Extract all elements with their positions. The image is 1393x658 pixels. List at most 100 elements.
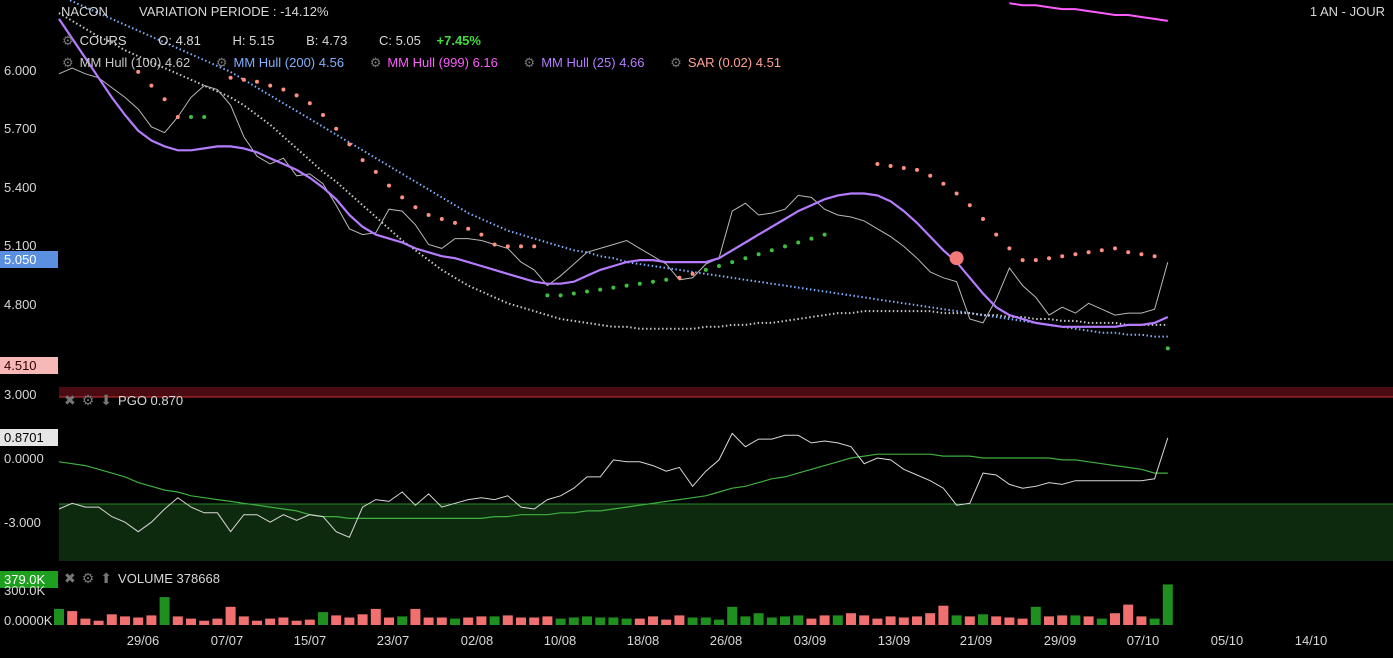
sar-point xyxy=(136,69,141,74)
open-label: O: xyxy=(158,33,172,48)
volume-bar xyxy=(727,606,738,625)
x-tick: 15/07 xyxy=(293,633,327,648)
volume-bar xyxy=(397,616,408,625)
arrow-up-icon[interactable]: ⬆ xyxy=(100,570,113,586)
volume-bar xyxy=(410,608,421,625)
x-tick: 29/06 xyxy=(126,633,160,648)
volume-panel xyxy=(54,584,1173,625)
pgo-legend: ✖ ⚙ ⬇ PGO 0.870 xyxy=(64,392,183,409)
volume-legend: ✖ ⚙ ⬆ VOLUME 378668 xyxy=(64,570,220,587)
x-tick: 07/10 xyxy=(1126,633,1160,648)
volume-bar xyxy=(898,617,909,625)
arrow-down-icon[interactable]: ⬇ xyxy=(100,392,113,408)
gear-icon[interactable]: ⚙ xyxy=(670,55,682,70)
volume-bar xyxy=(846,613,856,625)
sar-point xyxy=(809,236,814,241)
x-tick: 21/09 xyxy=(959,633,993,648)
sar-point xyxy=(981,217,985,221)
sar-point xyxy=(1113,246,1117,251)
volume-bar xyxy=(199,620,210,625)
gear-icon[interactable]: ⚙ xyxy=(62,33,74,48)
sar-point xyxy=(783,244,787,249)
volume-bar xyxy=(1096,618,1107,625)
volume-bar xyxy=(1083,616,1094,625)
sar-point xyxy=(294,93,299,98)
sar-point xyxy=(241,77,246,82)
sar-point xyxy=(769,248,774,253)
sar-point xyxy=(558,293,563,298)
low-value: 4.73 xyxy=(322,33,348,48)
volume-bar xyxy=(252,620,262,625)
volume-tick: 300.0K xyxy=(4,583,46,598)
sar-point xyxy=(822,232,827,237)
volume-bar xyxy=(463,617,474,625)
volume-bar xyxy=(357,614,368,625)
sar-point xyxy=(967,203,972,208)
volume-bar xyxy=(687,617,698,625)
x-tick: 18/08 xyxy=(626,633,660,648)
sar-point xyxy=(162,97,167,102)
sar-point xyxy=(677,275,682,280)
sar-point xyxy=(611,285,616,290)
indicator-sar[interactable]: ⚙ SAR (0.02) 4.51 xyxy=(670,55,781,70)
indicator-value: 4.62 xyxy=(164,55,191,70)
sar-point xyxy=(228,75,233,80)
sar-point xyxy=(175,115,180,119)
gear-icon[interactable]: ⚙ xyxy=(523,55,536,70)
gear-icon[interactable]: ⚙ xyxy=(81,570,95,586)
volume-bar xyxy=(1004,617,1015,625)
volume-bar xyxy=(133,617,144,625)
volume-bar xyxy=(1057,615,1068,625)
sar-point xyxy=(426,213,431,217)
volume-bar xyxy=(370,608,381,625)
sar-point xyxy=(1152,254,1157,259)
change-value: +7.45% xyxy=(436,33,481,48)
current-price-badge: 5.050 xyxy=(0,251,58,268)
volume-bar xyxy=(106,614,117,625)
high-label: H: xyxy=(232,33,246,48)
close-label: C: xyxy=(378,33,392,48)
indicator-legend: ⚙ MM Hull (100) 4.62 ⚙ MM Hull (200) 4.56 … xyxy=(62,55,781,71)
sar-point xyxy=(360,158,365,163)
sar-point xyxy=(651,279,655,284)
gear-icon[interactable]: ⚙ xyxy=(369,55,382,70)
volume-bar xyxy=(753,613,764,625)
volume-bar xyxy=(384,617,394,625)
period-selector[interactable]: 1 AN - JOUR xyxy=(1309,4,1385,19)
gear-icon[interactable]: ⚙ xyxy=(81,392,95,408)
gear-icon[interactable]: ⚙ xyxy=(62,55,74,70)
indicator-value: 4.66 xyxy=(619,55,645,70)
volume-bar xyxy=(740,616,751,625)
volume-bar xyxy=(278,617,289,625)
event-marker-dot[interactable] xyxy=(949,251,964,266)
indicator-hull100[interactable]: ⚙ MM Hull (100) 4.62 xyxy=(62,55,190,70)
volume-bar xyxy=(93,620,104,625)
indicator-hull999[interactable]: ⚙ MM Hull (999) 6.16 xyxy=(370,55,498,70)
volume-bar xyxy=(146,615,157,625)
volume-bar xyxy=(951,615,962,625)
sar-point xyxy=(268,83,273,88)
sar-point xyxy=(334,126,339,131)
series-mm-hull-200 xyxy=(66,0,1168,338)
volume-bar xyxy=(318,612,328,625)
gear-icon[interactable]: ⚙ xyxy=(215,55,228,70)
volume-label: VOLUME 378668 xyxy=(118,571,220,586)
sar-point xyxy=(928,173,933,178)
event-marker[interactable] xyxy=(949,251,964,266)
volume-bar xyxy=(648,616,658,625)
indicator-hull200[interactable]: ⚙ MM Hull (200) 4.56 xyxy=(216,55,344,70)
volume-bar xyxy=(304,619,315,625)
sar-point xyxy=(281,87,286,92)
volume-bar xyxy=(859,615,870,625)
volume-bar xyxy=(555,618,566,625)
sar-point xyxy=(624,283,629,288)
close-icon[interactable]: ✖ xyxy=(64,570,76,586)
sar-point xyxy=(1139,252,1144,257)
x-tick: 05/10 xyxy=(1210,633,1244,648)
indicator-hull25[interactable]: ⚙ MM Hull (25) 4.66 xyxy=(524,55,645,70)
close-icon[interactable]: ✖ xyxy=(64,392,76,408)
x-tick: 07/07 xyxy=(210,633,244,648)
volume-bar xyxy=(80,618,91,625)
sar-point xyxy=(888,164,893,168)
